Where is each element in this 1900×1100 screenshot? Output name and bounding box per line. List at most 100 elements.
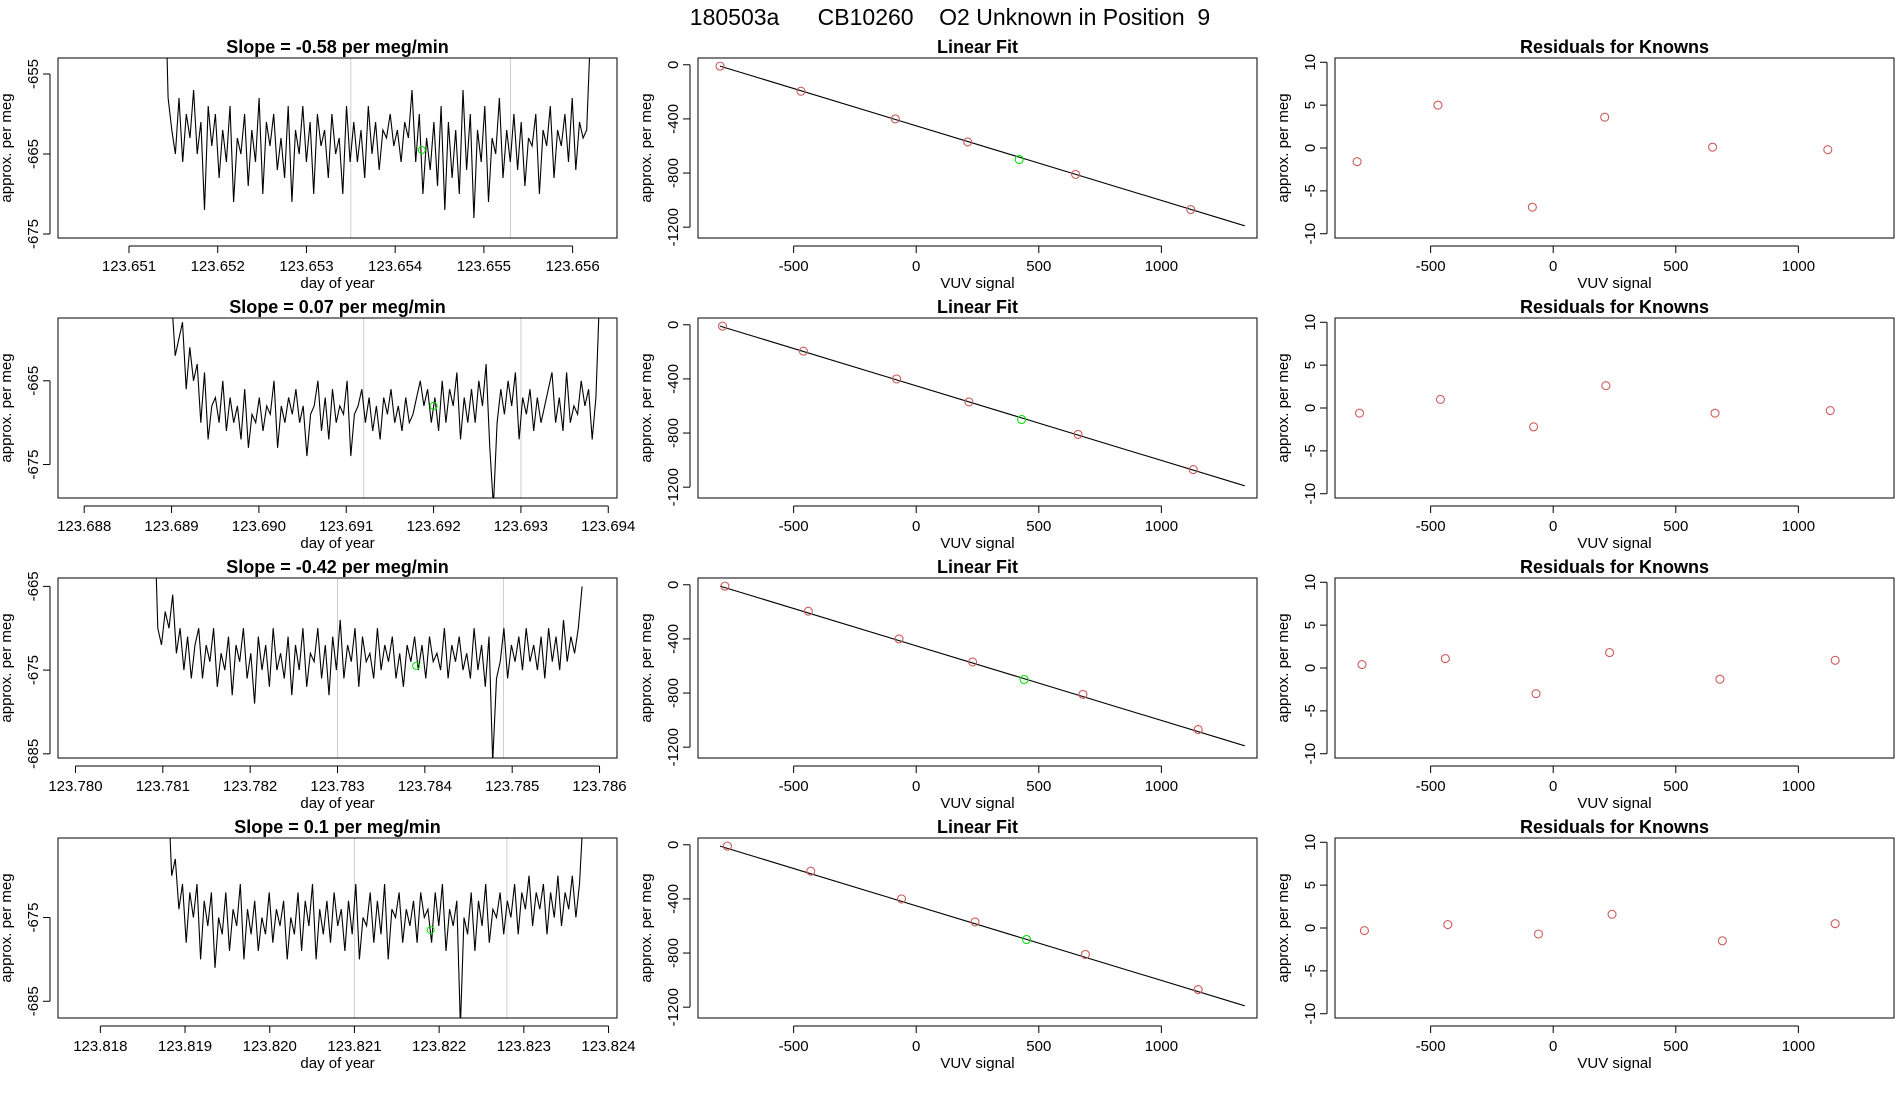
panel-title: Slope = 0.07 per meg/min (229, 297, 446, 317)
x-axis-label: VUV signal (940, 275, 1014, 292)
y-tick-label: -675 (25, 449, 42, 479)
y-tick-label: -800 (665, 418, 682, 448)
plot-frame (1334, 577, 1895, 759)
x-tick-label: 1000 (1782, 518, 1815, 535)
plot-frame (57, 317, 618, 499)
x-tick-label: 123.782 (223, 778, 277, 795)
series-trace (166, 58, 591, 219)
known-point (896, 894, 907, 904)
x-tick-label: 123.821 (327, 1038, 381, 1055)
x-tick-label: 123.820 (243, 1038, 297, 1055)
known-point (806, 866, 816, 876)
y-axis-label: approx. per meg (1275, 873, 1292, 982)
unknown-point (429, 401, 438, 410)
y-tick-label: 10 (1302, 574, 1319, 591)
x-tick-label: 1000 (1145, 518, 1178, 535)
y-tick-label: -10 (1302, 743, 1319, 765)
known-point (970, 917, 980, 927)
residual-point (1357, 660, 1367, 670)
y-axis-label: approx. per meg (638, 93, 655, 202)
y-tick-label: -800 (665, 938, 682, 968)
residual-point (1708, 142, 1718, 152)
known-point (890, 114, 900, 124)
series-trace (155, 578, 583, 758)
y-tick-label: -800 (665, 158, 682, 188)
x-tick-label: 123.785 (485, 778, 539, 795)
x-axis-label: day of year (300, 535, 374, 552)
x-tick-label: 123.784 (398, 778, 452, 795)
unknown-point (1017, 414, 1027, 425)
y-tick-label: -400 (665, 884, 682, 914)
x-tick-label: 123.694 (581, 518, 635, 535)
known-point (1071, 169, 1081, 179)
y-axis-label: approx. per meg (0, 873, 15, 982)
x-tick-label: 123.692 (406, 518, 460, 535)
x-tick-label: -500 (779, 1038, 809, 1055)
y-tick-label: -5 (1302, 704, 1319, 717)
known-point (963, 137, 973, 147)
x-tick-label: 123.823 (497, 1038, 551, 1055)
known-point (1078, 689, 1088, 699)
y-tick-label: 5 (1302, 361, 1319, 369)
known-point (1188, 465, 1198, 475)
panel-title: Residuals for Knowns (1520, 37, 1709, 57)
residual-point (1830, 919, 1840, 929)
plot-frame (697, 577, 1258, 759)
known-point (717, 321, 728, 331)
x-tick-label: 500 (1663, 778, 1688, 795)
unknown-point (1019, 674, 1029, 685)
panel-title: Linear Fit (937, 297, 1018, 317)
y-tick-label: -400 (665, 104, 682, 134)
unknown-point (1021, 934, 1032, 945)
y-tick-label: -675 (25, 903, 42, 933)
residual-point (1531, 689, 1541, 699)
residual-point (1715, 674, 1725, 684)
residual-point (1443, 920, 1453, 930)
unknown-point (1014, 154, 1024, 165)
residual-point (1529, 422, 1539, 432)
x-axis-label: VUV signal (940, 535, 1014, 552)
y-tick-label: 0 (1302, 404, 1319, 412)
unknown-point (417, 146, 426, 154)
y-tick-label: 0 (665, 841, 682, 849)
y-tick-label: -665 (25, 571, 42, 601)
plot-frame (57, 57, 618, 239)
x-tick-label: -500 (779, 518, 809, 535)
figure-title: 180503a CB10260 O2 Unknown in Position 9 (689, 4, 1211, 30)
residual-point (1830, 655, 1840, 665)
panel-title: Residuals for Knowns (1520, 817, 1709, 837)
panel-4-3: Residuals for Knowns -500 0 500 1000 VUV sign… (1275, 817, 1895, 1072)
y-tick-label: -5 (1302, 964, 1319, 977)
fit-line (719, 585, 1245, 747)
x-tick-label: 123.693 (494, 518, 548, 535)
y-tick-label: -5 (1302, 184, 1319, 197)
y-tick-label: 10 (1302, 834, 1319, 851)
y-axis-label: approx. per meg (0, 353, 15, 462)
y-tick-label: 10 (1302, 314, 1319, 331)
x-tick-label: 123.653 (279, 258, 333, 275)
x-tick-label: 500 (1026, 778, 1051, 795)
x-tick-label: 123.690 (232, 518, 286, 535)
y-tick-label: 0 (665, 61, 682, 69)
residual-point (1600, 112, 1610, 122)
y-axis-label: approx. per meg (0, 93, 15, 202)
known-point (722, 841, 732, 851)
x-axis-label: VUV signal (1577, 535, 1651, 552)
residual-point (1435, 394, 1445, 404)
y-tick-label: -1200 (665, 728, 682, 766)
x-tick-label: 500 (1026, 518, 1051, 535)
y-axis-label: approx. per meg (1275, 93, 1292, 202)
residual-point (1354, 408, 1365, 418)
x-tick-label: 123.656 (546, 258, 600, 275)
panel-1-3: Residuals for Knowns -500 0 500 1000 VUV sign… (1275, 37, 1895, 292)
known-point (892, 374, 902, 384)
y-tick-label: -665 (25, 139, 42, 169)
panel-1-2: Linear Fit -500 0 500 1000 VUV signal 0 -400 -80… (638, 37, 1258, 292)
residual-point (1710, 408, 1720, 418)
x-tick-label: 123.651 (102, 258, 156, 275)
unknown-point (412, 661, 421, 670)
panel-title: Linear Fit (937, 557, 1018, 577)
x-tick-label: 123.688 (57, 518, 111, 535)
panel-title: Slope = -0.58 per meg/min (226, 37, 449, 57)
x-tick-label: 123.691 (319, 518, 373, 535)
